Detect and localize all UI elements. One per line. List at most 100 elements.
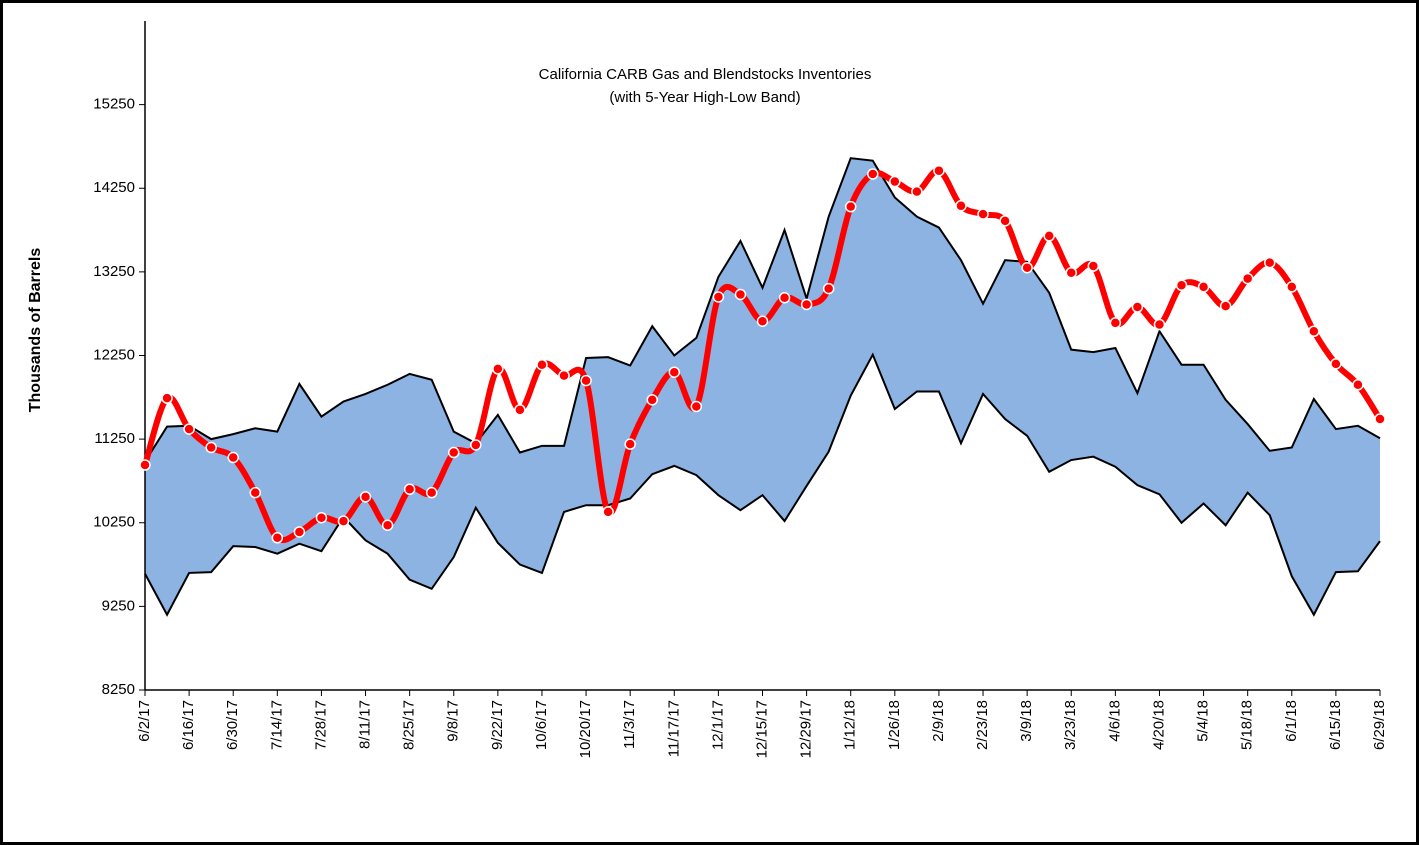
data-point (1263, 256, 1276, 269)
y-tick-label: 11250 (94, 430, 135, 447)
data-point (1109, 317, 1122, 329)
x-tick-label: 9/22/17 (489, 700, 506, 750)
data-point (1065, 266, 1077, 279)
data-point (381, 519, 394, 532)
data-point (712, 291, 725, 303)
data-point (1352, 379, 1364, 391)
x-tick-label: 11/3/17 (621, 700, 638, 749)
data-point (1043, 230, 1055, 242)
x-tick-label: 6/2/17 (136, 700, 153, 742)
x-tick-label: 1/26/18 (886, 700, 903, 750)
x-tick-label: 3/9/18 (1018, 700, 1035, 742)
data-point (977, 208, 989, 220)
y-tick-label: 14250 (93, 179, 135, 196)
data-point (734, 288, 747, 301)
x-tick-label: 12/29/17 (798, 700, 815, 758)
data-point (889, 175, 901, 188)
x-tick-label: 6/15/18 (1327, 700, 1344, 750)
data-point (1241, 272, 1254, 285)
data-point (933, 164, 945, 177)
y-tick-label: 15250 (93, 96, 135, 113)
x-tick-label: 8/11/17 (357, 700, 374, 749)
data-point (955, 200, 967, 212)
y-tick-label: 12250 (93, 346, 135, 363)
data-point (536, 358, 548, 371)
data-point (690, 400, 703, 413)
data-point (205, 441, 217, 454)
x-tick-label: 6/30/17 (224, 700, 241, 750)
data-point (1175, 279, 1188, 292)
chart-subtitle: (with 5-Year High-Low Band) (609, 89, 800, 106)
data-point (1087, 260, 1100, 272)
data-point (911, 185, 923, 198)
data-point (1330, 358, 1342, 370)
data-point (1197, 281, 1210, 293)
data-point (800, 298, 813, 311)
data-point (1153, 318, 1166, 331)
data-point (403, 483, 416, 496)
x-tick-label: 4/6/18 (1106, 700, 1123, 742)
x-tick-label: 1/12/18 (842, 700, 859, 750)
band-high-line (144, 157, 1381, 463)
data-point (359, 491, 372, 503)
series-line (142, 167, 1383, 544)
data-point (183, 423, 195, 435)
x-tick-label: 6/29/18 (1371, 700, 1388, 750)
data-point (271, 532, 284, 544)
x-tick-label: 6/1/18 (1283, 700, 1300, 742)
data-point (668, 366, 681, 378)
data-point (624, 438, 636, 450)
y-tick-label: 9250 (102, 597, 135, 614)
y-axis-label: Thousands of Barrels (27, 248, 44, 413)
band-low-line (144, 352, 1381, 617)
data-point (470, 439, 482, 451)
x-tick-label: 7/28/17 (312, 700, 329, 750)
data-point (514, 404, 526, 416)
x-tick-label: 6/16/17 (180, 700, 197, 750)
x-tick-label: 7/14/17 (268, 700, 285, 750)
data-point (999, 215, 1011, 227)
x-tick-label: 12/15/17 (753, 700, 770, 758)
data-point (558, 369, 570, 382)
data-point (778, 292, 791, 304)
data-point (492, 363, 504, 375)
y-tick-label: 8250 (102, 681, 135, 698)
data-point (1219, 300, 1232, 312)
data-point (822, 282, 835, 295)
data-point (139, 459, 151, 471)
y-tick-label: 13250 (93, 263, 135, 280)
data-point (1374, 413, 1386, 425)
data-point (1308, 325, 1320, 337)
band-fill (145, 158, 1380, 615)
data-point (646, 394, 658, 406)
data-point (602, 506, 614, 518)
data-point (844, 200, 857, 213)
x-tick-label: 8/25/17 (401, 700, 418, 750)
data-point (580, 374, 592, 387)
data-point (1286, 281, 1298, 293)
data-point (161, 392, 173, 404)
x-tick-label: 4/20/18 (1150, 700, 1167, 750)
x-tick-label: 5/4/18 (1195, 700, 1212, 742)
x-tick-label: 2/23/18 (974, 700, 991, 750)
x-tick-label: 10/6/17 (533, 700, 550, 750)
x-tick-label: 10/20/17 (577, 700, 594, 758)
x-tick-label: 9/8/17 (445, 700, 462, 742)
chart-title: California CARB Gas and Blendstocks Inve… (539, 66, 872, 83)
x-tick-label: 5/18/18 (1239, 700, 1256, 750)
x-tick-label: 3/23/18 (1062, 700, 1079, 750)
data-point (249, 486, 262, 499)
y-tick-label: 10250 (93, 514, 135, 531)
data-point (337, 515, 350, 527)
data-point (756, 315, 769, 327)
data-point (315, 511, 328, 524)
data-point (1131, 301, 1144, 313)
data-point (448, 446, 460, 459)
x-tick-label: 11/17/17 (665, 700, 682, 757)
data-point (867, 168, 879, 180)
data-point (293, 526, 306, 538)
x-tick-label: 2/9/18 (930, 700, 947, 742)
x-tick-label: 12/1/17 (709, 700, 726, 750)
data-point (1021, 261, 1033, 274)
